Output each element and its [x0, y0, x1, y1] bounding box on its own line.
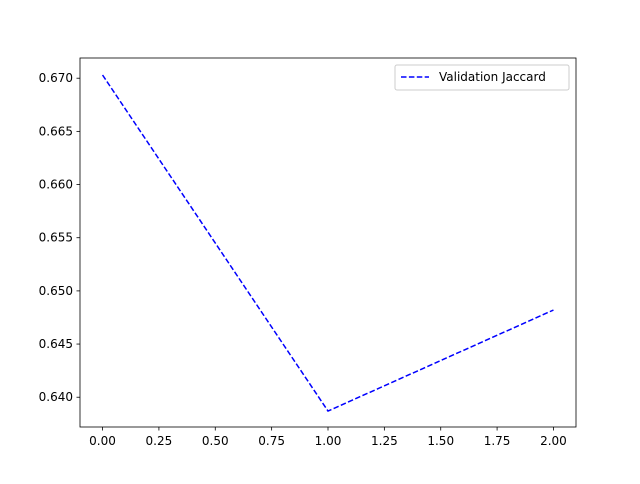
y-tick-label: 0.645	[39, 337, 73, 351]
y-tick-label: 0.640	[39, 390, 73, 404]
x-tick-label: 0.50	[202, 434, 229, 448]
x-tick-label: 0.25	[146, 434, 173, 448]
x-axis: 0.00 0.25 0.50 0.75 1.00 1.25 1.50 1.75 2.00	[89, 427, 567, 448]
legend: Validation Jaccard	[395, 65, 569, 90]
x-tick-label: 2.00	[540, 434, 567, 448]
x-tick-label: 0.75	[258, 434, 285, 448]
x-tick-label: 1.25	[371, 434, 398, 448]
legend-label: Validation Jaccard	[439, 70, 546, 84]
y-tick-label: 0.665	[39, 124, 73, 138]
plot-area	[80, 58, 576, 427]
y-axis: 0.640 0.645 0.650 0.655 0.660 0.665 0.670	[39, 71, 80, 404]
y-tick-label: 0.660	[39, 178, 73, 192]
y-tick-label: 0.655	[39, 231, 73, 245]
y-tick-label: 0.650	[39, 284, 73, 298]
x-tick-label: 0.00	[89, 434, 116, 448]
x-tick-label: 1.50	[427, 434, 454, 448]
y-tick-label: 0.670	[39, 71, 73, 85]
x-tick-label: 1.75	[484, 434, 511, 448]
x-tick-label: 1.00	[315, 434, 342, 448]
